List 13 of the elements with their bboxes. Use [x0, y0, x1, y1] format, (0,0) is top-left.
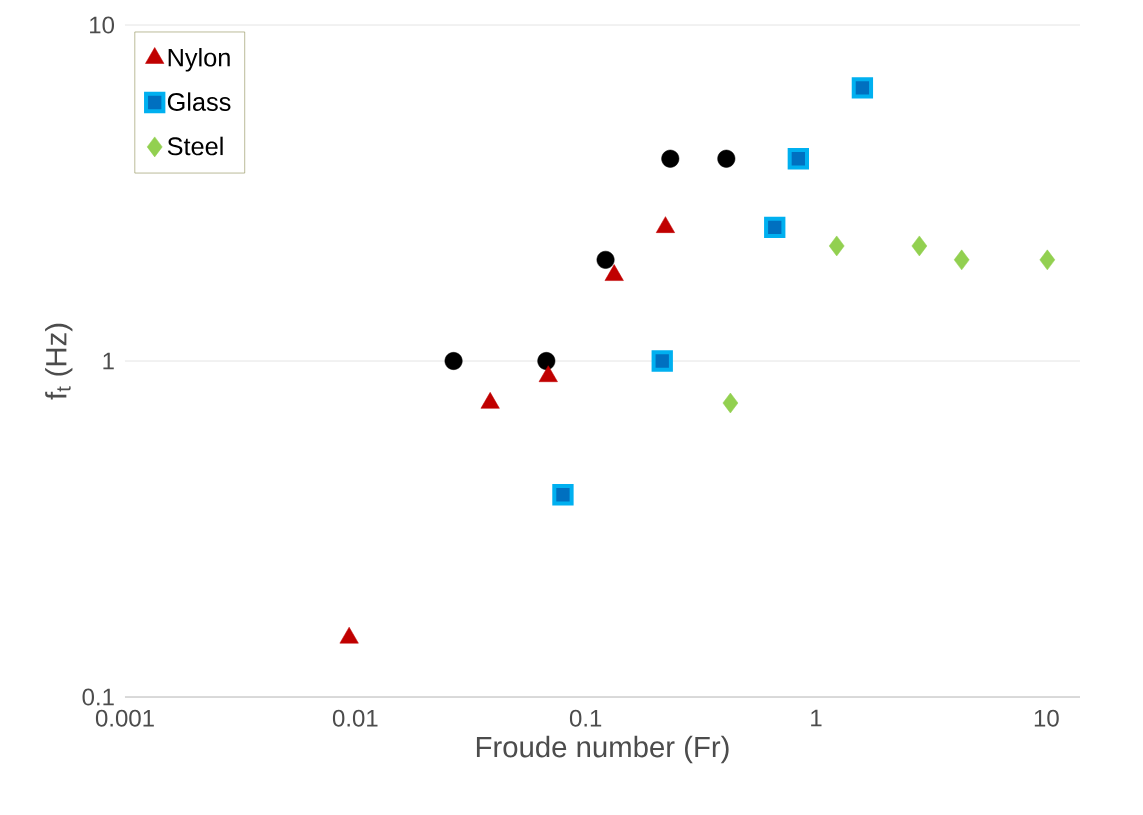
x-tick-label: 0.1 — [569, 709, 602, 727]
legend-label: Steel — [167, 136, 223, 156]
x-tick-label: 0.01 — [332, 709, 378, 727]
y-axis-title: f$_{t}$ (Hz) — [45, 323, 73, 400]
legend-label: Glass — [167, 92, 231, 111]
x-axis-title: Froude number (Fr) — [476, 735, 729, 764]
x-tick-label: 10 — [1034, 709, 1059, 727]
x-tick-label: 1 — [811, 709, 822, 727]
y-tick-label: 0.1 — [82, 688, 114, 706]
x-tick-label: 0.001 — [95, 709, 154, 727]
y-tick-label: 10 — [90, 16, 115, 34]
legend-label: Nylon — [168, 47, 230, 72]
y-tick-label: 1 — [103, 352, 114, 370]
